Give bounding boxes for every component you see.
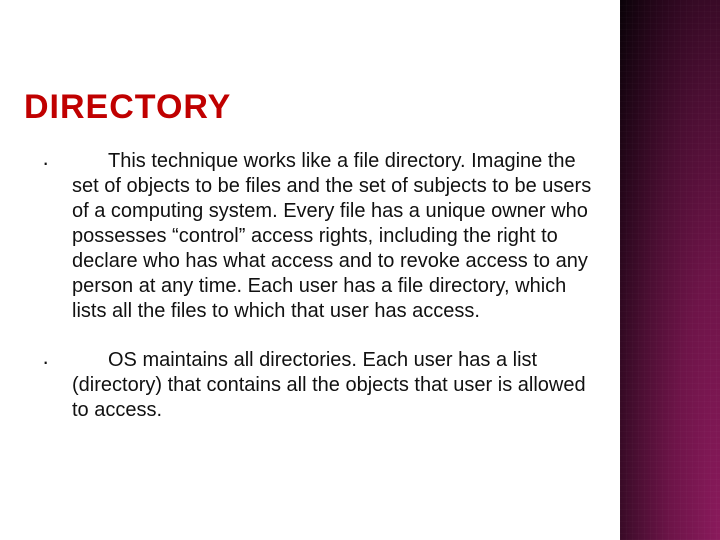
side-accent <box>620 0 720 540</box>
slide-content: DIRECTORY This technique works like a fi… <box>0 0 620 540</box>
slide-title: DIRECTORY <box>24 88 596 127</box>
bullet-list: This technique works like a file directo… <box>24 149 596 423</box>
list-item: OS maintains all directories. Each user … <box>42 348 596 423</box>
list-item: This technique works like a file directo… <box>42 149 596 324</box>
